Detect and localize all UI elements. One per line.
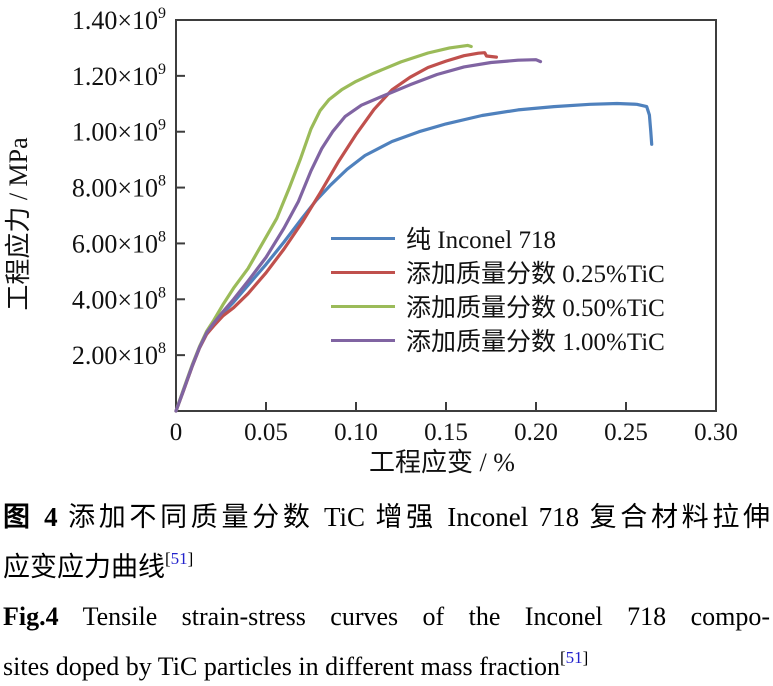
y-tick-label: 8.00×108 bbox=[72, 173, 166, 203]
chart-canvas: 2.00×108 4.00×108 6.00×108 8.00×108 1.00×109… bbox=[4, 5, 738, 477]
legend-item-050-tic: 添加质量分数 0.50%TiC bbox=[331, 289, 665, 323]
figure-number-en: Fig.4 bbox=[3, 602, 59, 631]
legend-line-blue bbox=[331, 236, 395, 240]
ref-number: 51 bbox=[565, 648, 583, 668]
legend-label: 添加质量分数 1.00%TiC bbox=[406, 329, 665, 356]
ref-bracket-close: ] bbox=[582, 648, 589, 668]
caption-zh-text1: 添加不同质量分数 TiC 增强 Inconel 718 复合材料拉伸 bbox=[68, 502, 771, 532]
x-tick-label: 0.20 bbox=[514, 419, 558, 446]
y-tick-exponent: 8 bbox=[158, 340, 166, 357]
legend-item-025-tic: 添加质量分数 0.25%TiC bbox=[331, 255, 665, 289]
reference-mark-en: [51] bbox=[560, 648, 588, 667]
y-tick-exponent: 9 bbox=[158, 117, 166, 134]
stress-strain-chart: 2.00×108 4.00×108 6.00×108 8.00×108 1.00×109… bbox=[4, 5, 738, 477]
figure-number-zh: 图 4 bbox=[3, 502, 58, 532]
caption-english: Fig.4 Tensile strain-stress curves of th… bbox=[3, 592, 770, 686]
legend-label: 纯 Inconel 718 bbox=[406, 227, 556, 254]
caption-en-line2: sites doped by TiC particles in differen… bbox=[3, 642, 770, 686]
ref-bracket-close: ] bbox=[187, 549, 194, 568]
y-tick-label: 4.00×108 bbox=[72, 284, 166, 314]
caption-zh-line2: 应变应力曲线[51] bbox=[3, 542, 770, 592]
x-axis-title: 工程应变 / % bbox=[369, 448, 515, 477]
chart-legend: 纯 Inconel 718 添加质量分数 0.25%TiC 添加质量分数 0.5… bbox=[331, 221, 665, 357]
ref-number: 51 bbox=[170, 549, 188, 568]
y-tick-label: 6.00×108 bbox=[72, 228, 166, 258]
x-tick-label: 0.05 bbox=[244, 419, 288, 446]
y-tick-exponent: 9 bbox=[158, 5, 166, 22]
ref-bracket-open: [ bbox=[165, 549, 171, 568]
caption-en-line1: Fig.4 Tensile strain-stress curves of th… bbox=[3, 592, 770, 642]
y-tick-exponent: 8 bbox=[158, 173, 166, 190]
legend-label: 添加质量分数 0.25%TiC bbox=[406, 261, 665, 288]
y-tick-label: 1.00×109 bbox=[72, 117, 166, 147]
y-tick-label: 1.20×109 bbox=[72, 61, 166, 91]
caption-en-text1: Tensile strain-stress curves of the Inco… bbox=[82, 602, 771, 631]
y-axis-title: 工程应力 / MPa bbox=[4, 137, 33, 311]
series-line-3 bbox=[174, 58, 543, 413]
legend-line-red bbox=[331, 270, 395, 274]
y-tick-label: 2.00×108 bbox=[72, 340, 166, 370]
y-tick-exponent: 9 bbox=[158, 61, 166, 78]
caption-en-text2: sites doped by TiC particles in differen… bbox=[3, 652, 560, 681]
ref-bracket-open: [ bbox=[560, 648, 566, 668]
x-tick-label: 0 bbox=[170, 419, 183, 446]
reference-mark-zh: [51] bbox=[165, 549, 193, 568]
x-tick-label: 0.30 bbox=[694, 419, 738, 446]
caption-zh-line1: 图 4 添加不同质量分数 TiC 增强 Inconel 718 复合材料拉伸 bbox=[3, 492, 770, 542]
caption-chinese: 图 4 添加不同质量分数 TiC 增强 Inconel 718 复合材料拉伸 应… bbox=[3, 492, 770, 592]
x-tick-label: 0.25 bbox=[604, 419, 648, 446]
x-tick-label: 0.10 bbox=[334, 419, 378, 446]
x-tick-label: 0.15 bbox=[424, 419, 468, 446]
y-tick-label: 1.40×109 bbox=[72, 5, 166, 35]
legend-item-pure-inconel: 纯 Inconel 718 bbox=[331, 221, 665, 255]
legend-line-green bbox=[331, 304, 395, 308]
y-tick-exponent: 8 bbox=[158, 228, 166, 245]
legend-line-purple bbox=[331, 338, 395, 342]
legend-label: 添加质量分数 0.50%TiC bbox=[406, 295, 665, 322]
y-tick-exponent: 8 bbox=[158, 284, 166, 301]
legend-item-100-tic: 添加质量分数 1.00%TiC bbox=[331, 323, 665, 357]
caption-zh-text2: 应变应力曲线 bbox=[3, 552, 165, 582]
